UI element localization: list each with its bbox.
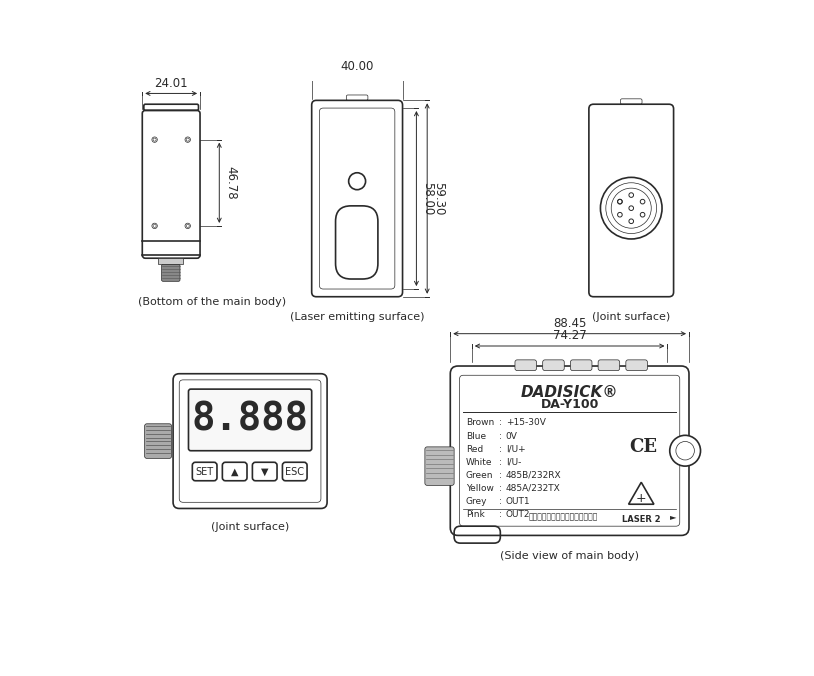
FancyBboxPatch shape bbox=[425, 447, 454, 485]
Text: :: : bbox=[499, 458, 501, 466]
Text: 警告！激光辐射，请勿直视光束！: 警告！激光辐射，请勿直视光束！ bbox=[529, 512, 598, 521]
Text: DADISICK®: DADISICK® bbox=[521, 385, 619, 400]
Text: Blue: Blue bbox=[466, 431, 486, 441]
Text: I/U-: I/U- bbox=[505, 458, 521, 466]
Text: :: : bbox=[499, 484, 501, 493]
Text: CE: CE bbox=[628, 438, 657, 456]
Text: :: : bbox=[499, 418, 501, 427]
FancyBboxPatch shape bbox=[598, 360, 619, 370]
Circle shape bbox=[670, 435, 701, 466]
Text: Pink: Pink bbox=[466, 510, 484, 519]
Text: DA-Y100: DA-Y100 bbox=[540, 398, 599, 411]
Text: 485B/232RX: 485B/232RX bbox=[505, 471, 562, 480]
Text: (Bottom of the main body): (Bottom of the main body) bbox=[138, 297, 287, 307]
Text: +: + bbox=[636, 492, 646, 505]
Text: :: : bbox=[499, 431, 501, 441]
Text: 40.00: 40.00 bbox=[340, 60, 374, 74]
Text: LASER 2: LASER 2 bbox=[622, 514, 660, 524]
Text: :: : bbox=[499, 510, 501, 519]
Text: SET: SET bbox=[195, 466, 214, 477]
Text: +15-30V: +15-30V bbox=[505, 418, 545, 427]
Text: :: : bbox=[499, 471, 501, 480]
Text: (Joint surface): (Joint surface) bbox=[592, 312, 671, 322]
Text: OUT1: OUT1 bbox=[505, 497, 531, 506]
Bar bbox=[159, 258, 183, 264]
Text: :: : bbox=[499, 445, 501, 454]
FancyBboxPatch shape bbox=[515, 360, 536, 370]
FancyBboxPatch shape bbox=[145, 424, 172, 458]
Text: 46.78: 46.78 bbox=[224, 166, 237, 199]
FancyBboxPatch shape bbox=[189, 389, 312, 451]
Text: :: : bbox=[499, 497, 501, 506]
Text: ►: ► bbox=[671, 512, 676, 521]
Text: OUT2: OUT2 bbox=[505, 510, 530, 519]
Text: Grey: Grey bbox=[466, 497, 488, 506]
Text: 24.01: 24.01 bbox=[155, 76, 188, 90]
Text: Green: Green bbox=[466, 471, 493, 480]
Text: 0V: 0V bbox=[505, 431, 518, 441]
Text: ▲: ▲ bbox=[231, 466, 239, 477]
Text: ▼: ▼ bbox=[261, 466, 269, 477]
FancyBboxPatch shape bbox=[626, 360, 647, 370]
Text: 88.45: 88.45 bbox=[553, 317, 586, 330]
Text: Brown: Brown bbox=[466, 418, 494, 427]
Text: 485A/232TX: 485A/232TX bbox=[505, 484, 561, 493]
Text: (Side view of main body): (Side view of main body) bbox=[500, 551, 639, 561]
Text: 59.30: 59.30 bbox=[431, 182, 444, 215]
Text: White: White bbox=[466, 458, 492, 466]
Text: (Laser emitting surface): (Laser emitting surface) bbox=[290, 312, 424, 322]
FancyBboxPatch shape bbox=[543, 360, 564, 370]
Text: Yellow: Yellow bbox=[466, 484, 493, 493]
Text: Red: Red bbox=[466, 445, 483, 454]
Text: ESC: ESC bbox=[285, 466, 304, 477]
Text: 58.00: 58.00 bbox=[421, 182, 434, 215]
Text: 8.888: 8.888 bbox=[191, 401, 309, 439]
Text: I/U+: I/U+ bbox=[505, 445, 525, 454]
FancyBboxPatch shape bbox=[161, 264, 180, 281]
Text: (Joint surface): (Joint surface) bbox=[211, 523, 289, 532]
FancyBboxPatch shape bbox=[571, 360, 592, 370]
Text: 74.27: 74.27 bbox=[553, 329, 587, 342]
